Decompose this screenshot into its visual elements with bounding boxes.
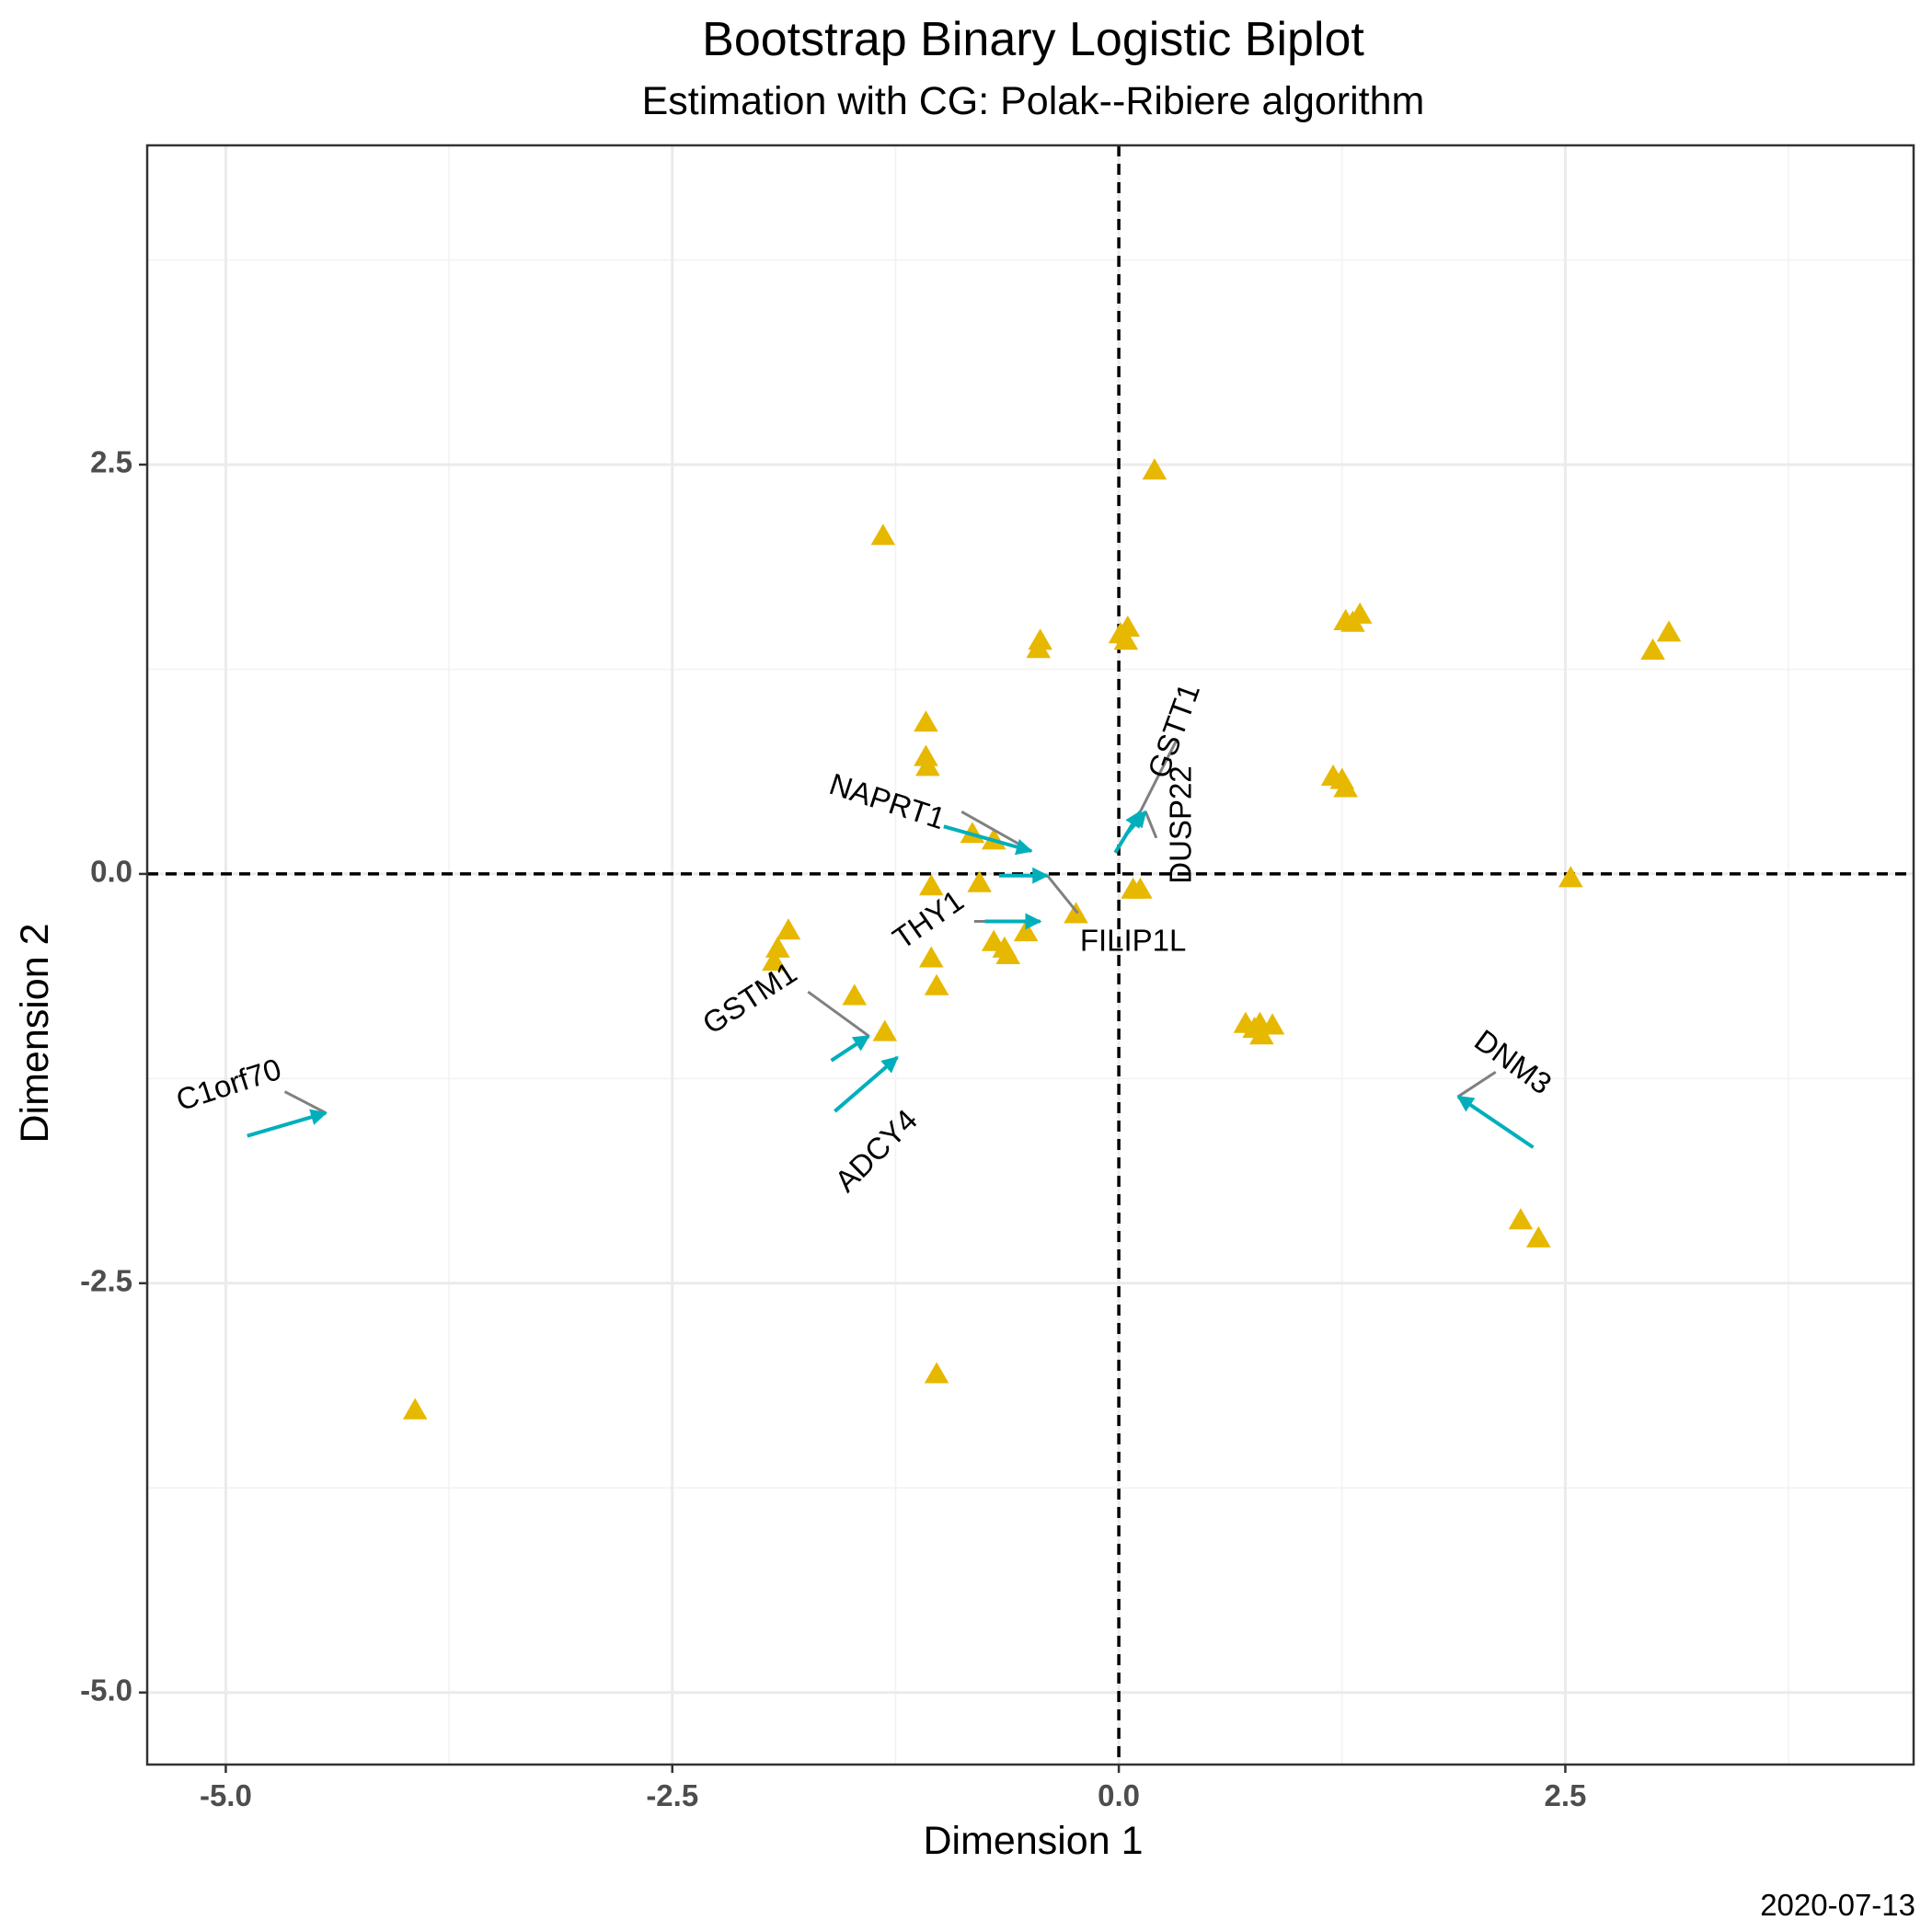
data-point — [1113, 628, 1139, 650]
data-point — [1508, 1208, 1534, 1230]
x-tick-label: 2.5 — [1544, 1778, 1586, 1812]
arrow-gstm1 — [830, 1034, 870, 1063]
data-point — [1526, 1225, 1551, 1248]
arrow-c1orf70 — [247, 1109, 328, 1138]
data-point — [842, 983, 868, 1006]
data-point — [402, 1397, 428, 1420]
data-point — [762, 949, 787, 972]
data-point — [1142, 458, 1167, 480]
data-point — [765, 936, 790, 958]
y-axis-title: Dimension 2 — [13, 924, 57, 1144]
arrow-naprt1 — [943, 824, 1033, 856]
data-point — [872, 1019, 898, 1041]
data-point — [918, 874, 944, 896]
data-point — [915, 754, 940, 776]
data-point — [1026, 637, 1052, 659]
data-point — [1340, 610, 1365, 632]
plot-border — [145, 144, 1915, 1766]
data-point — [1013, 919, 1039, 942]
arrow-adcy4 — [834, 1055, 899, 1113]
data-point — [1558, 866, 1583, 888]
data-point — [914, 744, 938, 766]
data-point — [1656, 620, 1682, 642]
date-caption: 2020-07-13 — [1760, 1888, 1915, 1922]
data-point — [995, 942, 1021, 964]
x-axis-title: Dimension 1 — [924, 1819, 1144, 1863]
x-tick-label: 0.0 — [1098, 1778, 1140, 1812]
label-segment-gstm1 — [807, 990, 870, 1038]
data-point — [776, 918, 801, 940]
x-tick-label: -5.0 — [200, 1778, 252, 1812]
y-tick-label: 2.5 — [90, 445, 132, 479]
chart-title: Bootstrap Binary Logistic Biplot — [702, 13, 1364, 66]
data-point — [924, 1362, 949, 1384]
label-segment-gstt1 — [1139, 741, 1178, 812]
label-segment-filip1l — [1046, 874, 1079, 914]
plot-background — [147, 145, 1914, 1765]
data-point — [914, 710, 938, 732]
data-point — [967, 870, 992, 892]
data-point — [1128, 877, 1153, 899]
data-point — [1248, 1011, 1272, 1033]
data-point — [1640, 638, 1665, 660]
arrow-label-dusp22: DUSP22 — [1164, 765, 1198, 883]
arrow-label-filip1l: FILIP1L — [1080, 923, 1187, 957]
y-tick-label: -2.5 — [80, 1264, 132, 1298]
data-point — [924, 973, 949, 995]
data-point — [870, 523, 896, 546]
data-point — [1333, 776, 1358, 798]
x-tick-label: -2.5 — [646, 1778, 698, 1812]
arrow-dnm3 — [1456, 1095, 1535, 1149]
y-tick-label: 0.0 — [90, 855, 132, 889]
data-point — [918, 946, 944, 968]
chart-subtitle: Estimation with CG: Polak--Ribiere algor… — [642, 79, 1425, 123]
y-tick-label: -5.0 — [80, 1673, 132, 1707]
label-segment-dusp22 — [1144, 811, 1158, 839]
arrow-dusp22 — [1124, 810, 1147, 836]
label-segment-dnm3 — [1457, 1070, 1497, 1098]
